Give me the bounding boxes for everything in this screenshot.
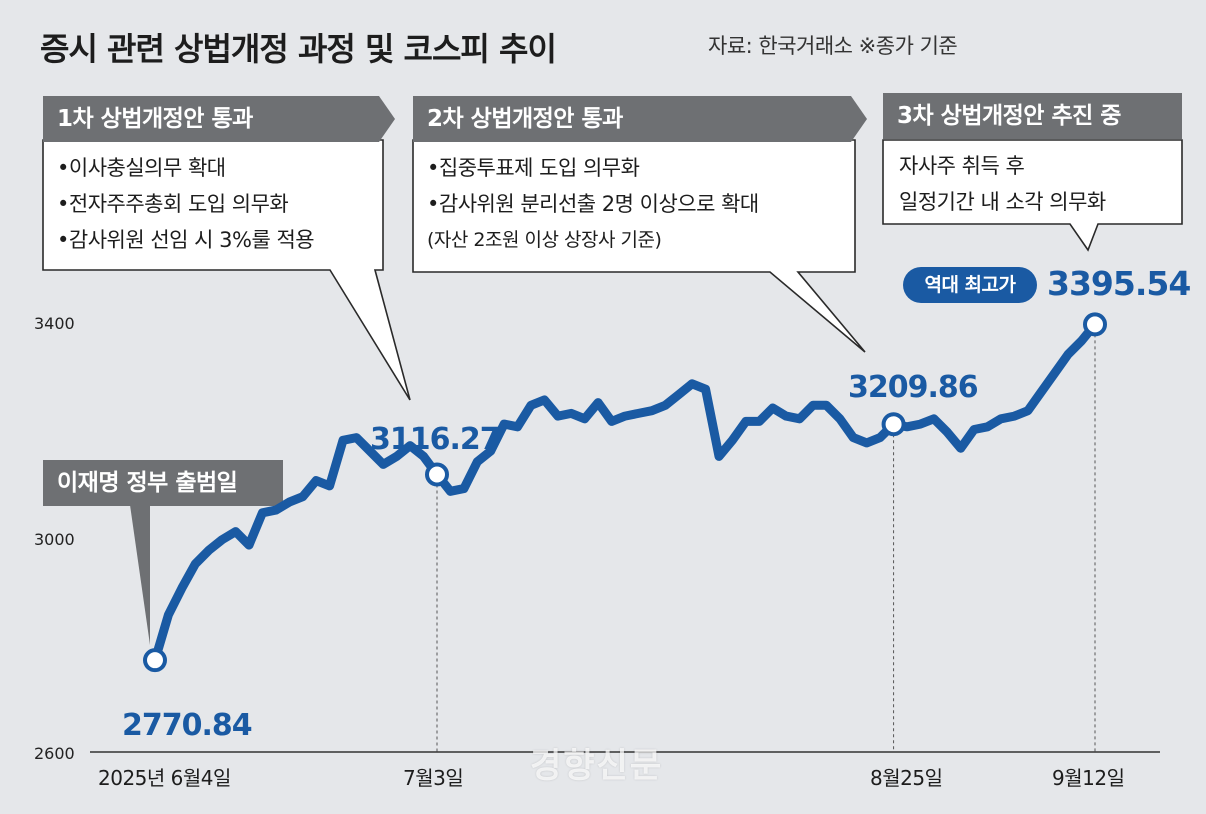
box-second-text: •집중투표제 도입 의무화 •감사위원 분리선출 2명 이상으로 확대 (자산 …: [427, 150, 759, 258]
box-third-line: 자사주 취득 후: [899, 154, 1025, 178]
box-first-line: •전자주주총회 도입 의무화: [57, 192, 289, 216]
box-first-line: •감사위원 선임 시 3%룰 적용: [57, 228, 315, 252]
source-note: 자료: 한국거래소 ※종가 기준: [708, 34, 958, 58]
box-first-text: •이사충실의무 확대 •전자주주총회 도입 의무화 •감사위원 선임 시 3%룰…: [57, 150, 315, 258]
callout-box-third: [882, 139, 1183, 252]
kospi-series-line: [150, 319, 1100, 665]
y-tick-label: 2600: [34, 744, 75, 763]
x-tick-label: 2025년 6월4일: [98, 766, 231, 790]
highlight-point: [881, 412, 906, 437]
highlight-point: [425, 462, 449, 487]
point-label-start: 2770.84: [122, 708, 253, 743]
x-tick-label: 7월3일: [403, 766, 464, 790]
callout-box-second: [412, 139, 866, 353]
tag-second-amendment: 2차 상법개정안 통과: [413, 96, 867, 142]
box-first-line: •이사충실의무 확대: [57, 156, 226, 180]
x-tick-label: 8월25일: [870, 766, 943, 790]
highlight-point: [143, 648, 167, 673]
box-third-line: 일정기간 내 소각 의무화: [899, 190, 1106, 214]
y-tick-label: 3000: [34, 530, 75, 549]
box-second-line: •감사위원 분리선출 2명 이상으로 확대: [427, 192, 759, 216]
point-label-july3: 3116.27: [370, 422, 501, 457]
callout-pointer-inauguration: [130, 505, 150, 645]
record-high-badge: 역대 최고가: [903, 267, 1037, 303]
highlight-point: [1083, 312, 1107, 337]
box-second-line: (자산 2조원 이상 상장사 기준): [427, 229, 662, 251]
x-tick-label: 9월12일: [1052, 766, 1125, 790]
point-label-record: 3395.54: [1047, 264, 1191, 303]
page-title: 증시 관련 상법개정 과정 및 코스피 추이: [40, 30, 557, 68]
callout-box-first: [42, 139, 411, 401]
tag-third-amendment: 3차 상법개정안 추진 중: [883, 93, 1182, 139]
tag-inauguration: 이재명 정부 출범일: [43, 460, 283, 506]
box-third-text: 자사주 취득 후 일정기간 내 소각 의무화: [899, 148, 1106, 220]
publisher-watermark: 경향신문: [530, 746, 664, 786]
y-tick-label: 3400: [34, 314, 75, 333]
box-second-line: •집중투표제 도입 의무화: [427, 156, 640, 180]
tag-first-amendment: 1차 상법개정안 통과: [43, 96, 395, 142]
point-label-aug25: 3209.86: [848, 370, 979, 405]
